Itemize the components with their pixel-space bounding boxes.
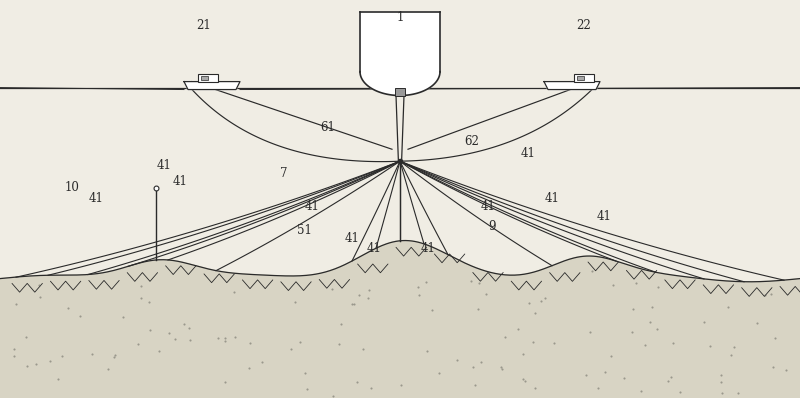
- Bar: [201, 76, 208, 80]
- Polygon shape: [184, 82, 240, 90]
- Text: 1: 1: [396, 12, 404, 24]
- Bar: [198, 74, 218, 82]
- Text: 41: 41: [597, 211, 611, 223]
- Text: 22: 22: [577, 20, 591, 32]
- Text: 10: 10: [65, 181, 79, 193]
- Text: 21: 21: [197, 20, 211, 32]
- Text: 41: 41: [421, 242, 435, 255]
- Text: 41: 41: [545, 193, 559, 205]
- Text: 41: 41: [89, 193, 103, 205]
- Text: 62: 62: [465, 135, 479, 148]
- Text: 51: 51: [297, 224, 311, 237]
- Text: 61: 61: [321, 121, 335, 134]
- Bar: [574, 74, 594, 82]
- Text: 41: 41: [173, 175, 187, 187]
- Text: 9: 9: [488, 220, 496, 233]
- Polygon shape: [544, 82, 600, 90]
- Polygon shape: [360, 12, 440, 96]
- Text: 41: 41: [157, 159, 171, 172]
- Text: 41: 41: [345, 232, 359, 245]
- Text: 41: 41: [521, 147, 535, 160]
- Text: 41: 41: [305, 201, 319, 213]
- Text: 41: 41: [367, 242, 382, 255]
- Bar: [577, 76, 584, 80]
- Text: 7: 7: [280, 167, 288, 179]
- Bar: [395, 88, 405, 96]
- Text: 41: 41: [481, 201, 495, 213]
